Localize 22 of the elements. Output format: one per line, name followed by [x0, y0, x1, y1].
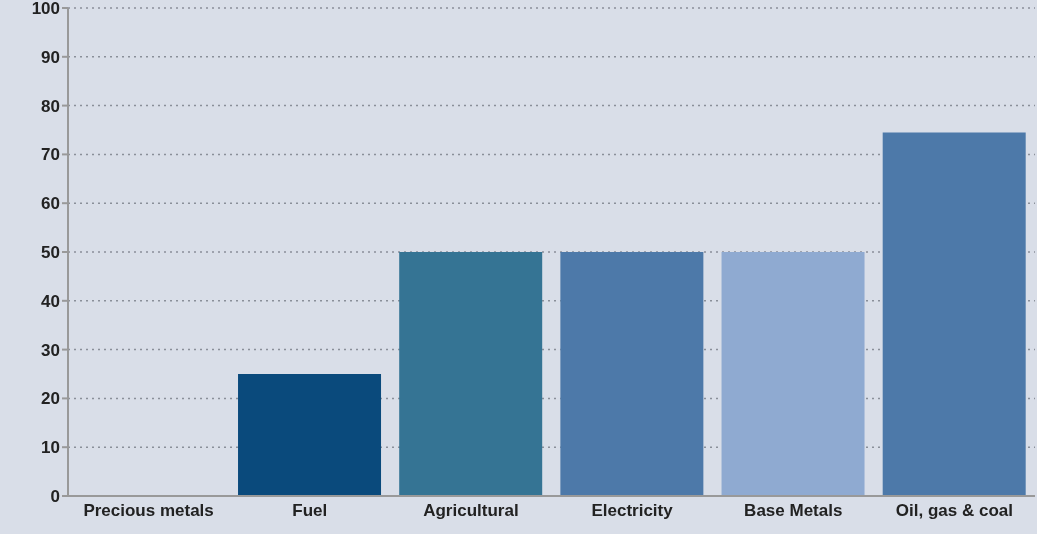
y-tick-label: 60 — [41, 194, 60, 214]
y-tick-label: 40 — [41, 291, 60, 311]
bar — [721, 252, 865, 496]
x-tick-label: Fuel — [292, 501, 328, 521]
x-tick-label: Base Metals — [744, 501, 843, 521]
bar — [399, 252, 543, 496]
y-tick-label: 20 — [41, 389, 60, 409]
x-tick-label: Oil, gas & coal — [895, 501, 1013, 521]
y-tick-label: 90 — [41, 47, 60, 67]
x-tick-label: Agricultural — [423, 501, 519, 521]
bar — [238, 374, 382, 496]
y-tick-label: 100 — [31, 0, 60, 19]
bar — [882, 132, 1026, 496]
x-tick-label: Precious metals — [83, 501, 214, 521]
y-tick-label: 30 — [41, 340, 60, 360]
y-tick-label: 10 — [41, 438, 60, 458]
x-tick-label: Electricity — [591, 501, 674, 521]
y-tick-label: 50 — [41, 243, 60, 263]
y-tick-label: 70 — [41, 145, 60, 165]
y-tick-label: 0 — [50, 487, 60, 507]
bar — [560, 252, 704, 496]
y-tick-label: 80 — [41, 96, 60, 116]
